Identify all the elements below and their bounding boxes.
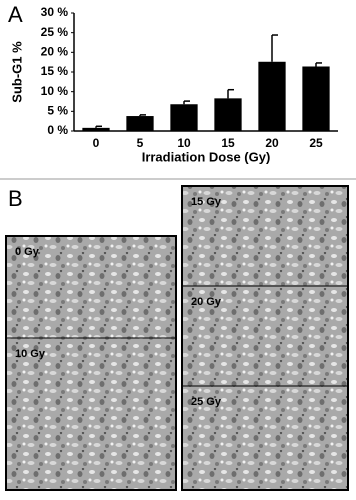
micrograph: [181, 185, 349, 287]
y-tick-label: 25 %: [41, 25, 69, 39]
x-tick-label: 0: [93, 136, 100, 150]
image-label: 10 Gy: [15, 348, 46, 360]
y-tick-label: 10 %: [41, 84, 69, 98]
y-tick-label: 15 %: [41, 64, 69, 78]
y-axis-label: Sub-G1 %: [9, 41, 24, 103]
chart: 0 % 5 % 10 % 15 % 20 % 25 % 30 % 0 5 10 15 20 25: [41, 5, 338, 150]
bar: [258, 61, 286, 132]
x-tick-label: 10: [177, 136, 191, 150]
image-label: 25 Gy: [191, 396, 222, 408]
micrograph: [5, 337, 177, 491]
bar: [214, 98, 242, 131]
x-axis-label: Irradiation Dose (Gy): [142, 149, 271, 164]
y-tick-label: 0 %: [47, 123, 68, 137]
panel-label: B: [8, 186, 23, 211]
micrograph: [181, 285, 349, 387]
image-frame: [181, 185, 349, 491]
image-label: 0 Gy: [15, 246, 40, 258]
x-tick-label: 5: [137, 136, 144, 150]
y-tick-label: 20 %: [41, 45, 69, 59]
bar: [126, 116, 154, 131]
y-tick-label: 30 %: [41, 5, 69, 19]
panel-label: A: [8, 2, 23, 27]
bar: [302, 66, 330, 131]
image-label: 15 Gy: [191, 196, 222, 208]
micrographs: 0 Gy 10 Gy 15 Gy 20 Gy 25 Gy: [5, 185, 349, 491]
image-frame: [5, 235, 177, 491]
x-tick-label: 15: [221, 136, 235, 150]
bar: [82, 127, 110, 131]
x-tick-label: 20: [265, 136, 279, 150]
bar: [170, 104, 198, 131]
x-tick-label: 25: [309, 136, 323, 150]
y-tick-label: 5 %: [47, 104, 68, 118]
image-label: 20 Gy: [191, 296, 222, 308]
